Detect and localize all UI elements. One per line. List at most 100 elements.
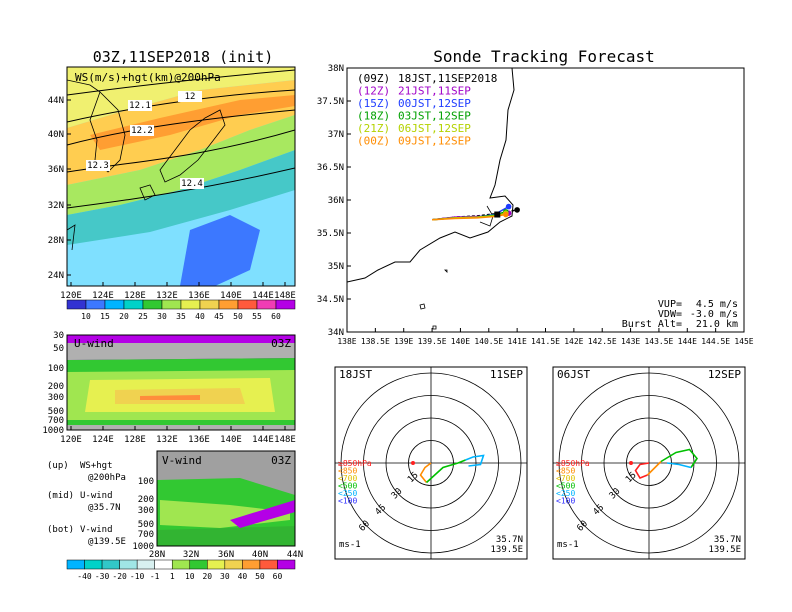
contour-label-text: 12.1 <box>129 101 151 111</box>
uwind-p-label: 1000 <box>42 426 64 436</box>
hodograph-lat: 35.7N <box>496 535 523 545</box>
trajectory-legend: (09Z) 18JST,11SEP2018 (12Z) 21JST,11SEP (15Z… <box>357 72 497 148</box>
hodograph-lat: 35.7N <box>714 535 741 545</box>
ws-jet-max <box>90 95 295 150</box>
ws-colorbar: 10 15 20 25 30 35 40 45 50 55 60 <box>66 299 296 321</box>
wind-colorbar-swatch <box>119 559 138 570</box>
launch-marker <box>494 211 501 218</box>
trajectory-params: VUP= 4.5 m/s VDW= -3.0 m/s Burst Alt= 21.0 km <box>622 299 738 330</box>
param-label: Burst Alt= <box>622 319 682 330</box>
lon-label: 132E <box>156 435 178 445</box>
contour-label-bg <box>178 91 202 102</box>
hodograph-trace <box>634 462 650 479</box>
traj-lon-label: 141.5E <box>531 337 560 346</box>
ws-colorbar-swatch <box>199 299 220 310</box>
contour-label-text: 12.4 <box>181 179 203 189</box>
lon-label: 140E <box>220 291 242 301</box>
ws-colorbar-swatch <box>218 299 239 310</box>
traj-lat-label: 34N <box>328 328 344 338</box>
map-lon-labels: 120E 124E 128E 132E 136E 140E 144E 148E <box>60 282 296 301</box>
uwind-p-label: 30 <box>53 331 64 341</box>
ws-colorbar-label: 25 <box>138 312 148 321</box>
contour-label-bg <box>180 178 204 189</box>
legend-label: 21JST,11SEP <box>398 85 471 98</box>
uwind-time: 03Z <box>271 337 291 350</box>
param-value: -3.0 m/s <box>690 309 738 320</box>
traj-lon-label: 143.5E <box>644 337 673 346</box>
ws-band-south <box>67 150 295 245</box>
lon-label: 140E <box>220 435 242 445</box>
vwind-lat-label: 36N <box>218 550 234 560</box>
lon-label: 148E <box>274 291 296 301</box>
ws-band-mid <box>67 115 295 215</box>
legend-label: 00JST,12SEP <box>398 97 471 110</box>
note-tag: (bot) <box>47 525 74 535</box>
map-lat-label: 28N <box>48 236 64 246</box>
param-value: 4.5 m/s <box>696 299 738 310</box>
uwind-p-label: 700 <box>48 416 64 426</box>
legend-code: (12Z) <box>357 85 390 98</box>
ws-colorbar-swatch <box>142 299 163 310</box>
wind-colorbar-label: 50 <box>255 572 265 581</box>
vwind-label: V-wind <box>162 454 202 467</box>
wind-colorbar-swatch <box>224 559 243 570</box>
wind-colorbar-swatch <box>136 559 155 570</box>
note-text: V-wind <box>80 525 113 535</box>
traj-lat-label: 36.5N <box>317 163 344 173</box>
ws-colorbar-label: 35 <box>176 312 186 321</box>
uwind-p-label: 200 <box>48 382 64 392</box>
vwind-time: 03Z <box>271 454 291 467</box>
wind-colorbar-swatch <box>277 559 296 570</box>
legend-code: (21Z) <box>357 122 390 135</box>
uwind-p-label: 300 <box>48 393 64 403</box>
trajectory-endpoint <box>505 203 512 210</box>
traj-lat-label: 34.5N <box>317 295 344 305</box>
wind-colorbar-label: 30 <box>220 572 230 581</box>
ws-colorbar-label: 10 <box>81 312 91 321</box>
note-text: WS+hgt <box>80 461 113 471</box>
note-sub: @35.7N <box>88 503 121 513</box>
traj-lon-label: 142E <box>564 337 583 346</box>
wind-colorbar-swatch <box>154 559 173 570</box>
lon-label: 120E <box>60 291 82 301</box>
ws-colorbar-swatch <box>66 299 87 310</box>
hodograph-trace <box>425 459 466 484</box>
lon-label: 136E <box>188 291 210 301</box>
legend-code: (15Z) <box>357 97 390 110</box>
lon-label: 132E <box>156 291 178 301</box>
hodograph-trace <box>666 462 692 469</box>
wind-colorbar-swatch <box>259 559 278 570</box>
hodograph-level-label: <250 <box>556 489 575 498</box>
note-tag: (up) <box>47 461 69 471</box>
wind-colorbar-swatch <box>84 559 103 570</box>
traj-lon-label: 144E <box>678 337 697 346</box>
vwind-p-label: 500 <box>138 520 154 530</box>
map-lat-label: 32N <box>48 201 64 211</box>
vwind-lat-label: 32N <box>183 550 199 560</box>
hodograph-level-label: ≥850hPa <box>338 459 372 468</box>
wind-colorbar-label: -10 <box>130 572 145 581</box>
ws-band-north <box>67 67 295 128</box>
hodograph-level-label: <700 <box>338 474 357 483</box>
hodograph-time: 18JST <box>339 368 372 381</box>
legend-code: (18Z) <box>357 110 390 123</box>
lon-label: 128E <box>124 435 146 445</box>
traj-lat-label: 37N <box>328 130 344 140</box>
wind-colorbar-swatch <box>66 559 85 570</box>
hodograph-unit: ms-1 <box>339 540 361 550</box>
note-text: U-wind <box>80 491 113 501</box>
panel-notes: (up) WS+hgt @200hPa (mid) U-wind @35.7N (bot) V… <box>47 461 126 547</box>
hodograph-trace <box>646 460 662 476</box>
hodograph-level-label: ≥850hPa <box>556 459 590 468</box>
hodograph-level-label: <500 <box>338 482 357 491</box>
traj-lon-label: 145E <box>734 337 753 346</box>
contour-label: 12 <box>178 91 202 102</box>
map-lat-labels: 44N 40N 36N 32N 28N 24N <box>48 96 71 281</box>
ws-colorbar-swatch <box>104 299 125 310</box>
hodograph-origin-marker <box>411 461 415 465</box>
ws-colorbar-label: 15 <box>100 312 110 321</box>
